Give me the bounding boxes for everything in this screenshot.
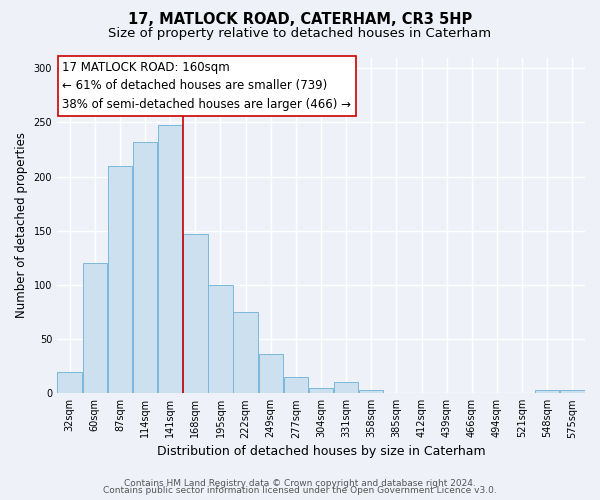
Text: Size of property relative to detached houses in Caterham: Size of property relative to detached ho… bbox=[109, 28, 491, 40]
Bar bbox=[158, 124, 182, 393]
Bar bbox=[208, 285, 233, 393]
Bar bbox=[183, 234, 208, 393]
Bar bbox=[108, 166, 132, 393]
Bar bbox=[83, 263, 107, 393]
Bar bbox=[334, 382, 358, 393]
X-axis label: Distribution of detached houses by size in Caterham: Distribution of detached houses by size … bbox=[157, 444, 485, 458]
Text: Contains HM Land Registry data © Crown copyright and database right 2024.: Contains HM Land Registry data © Crown c… bbox=[124, 478, 476, 488]
Text: 17 MATLOCK ROAD: 160sqm
← 61% of detached houses are smaller (739)
38% of semi-d: 17 MATLOCK ROAD: 160sqm ← 61% of detache… bbox=[62, 61, 352, 111]
Bar bbox=[560, 390, 584, 393]
Bar bbox=[259, 354, 283, 393]
Text: Contains public sector information licensed under the Open Government Licence v3: Contains public sector information licen… bbox=[103, 486, 497, 495]
Bar bbox=[133, 142, 157, 393]
Bar bbox=[359, 390, 383, 393]
Text: 17, MATLOCK ROAD, CATERHAM, CR3 5HP: 17, MATLOCK ROAD, CATERHAM, CR3 5HP bbox=[128, 12, 472, 28]
Bar bbox=[58, 372, 82, 393]
Bar bbox=[284, 377, 308, 393]
Bar bbox=[309, 388, 333, 393]
Bar bbox=[233, 312, 258, 393]
Bar bbox=[535, 390, 559, 393]
Y-axis label: Number of detached properties: Number of detached properties bbox=[15, 132, 28, 318]
